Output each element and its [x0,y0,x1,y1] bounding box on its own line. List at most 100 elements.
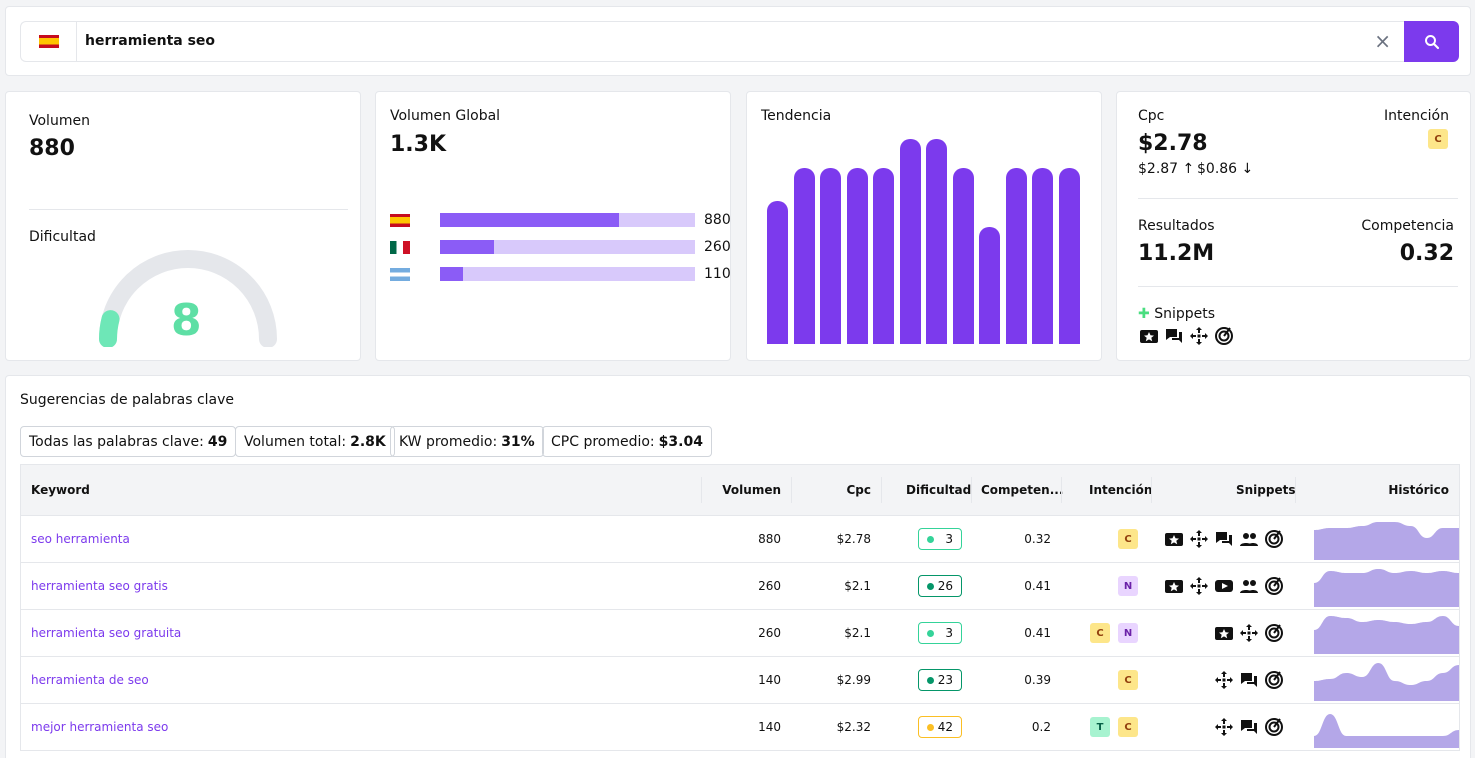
column-divider [791,477,792,503]
intent-badge: N [1118,623,1138,643]
column-cpc[interactable]: Cpc [846,483,871,497]
trend-bar [767,200,788,344]
radar-icon [1213,326,1234,346]
stat-pill-total-volume: Volumen total: 2.8K [235,426,395,457]
divider [29,209,348,210]
cpc-cell: $2.32 [836,720,871,734]
intent-label: Intención [1383,108,1449,124]
snippet-icons [1213,717,1284,737]
column-difficulty[interactable]: Dificultad [906,483,972,497]
keywords-table: Keyword Volumen Cpc Dificultad Competen.… [20,464,1460,751]
keyword-link[interactable]: herramienta de seo [31,673,149,687]
competition-cell: 0.41 [1024,579,1051,593]
trend-bar [846,167,868,344]
difficulty-gauge [98,250,277,347]
search-panel: herramienta seo × [5,6,1471,76]
reviews-icon [1138,326,1159,346]
chat-icon [1238,717,1259,737]
column-keyword[interactable]: Keyword [31,483,90,497]
column-history[interactable]: Histórico [1388,483,1449,497]
history-sparkline [1314,569,1459,607]
intent-badge: C [1428,129,1448,149]
volume-value: 880 [29,136,75,161]
volume-cell: 880 [758,532,781,546]
intent-badge: N [1118,576,1138,596]
column-volume[interactable]: Volumen [722,483,781,497]
cpc-cell: $2.1 [844,579,871,593]
column-divider [881,477,882,503]
column-divider [1061,477,1062,503]
cpc-value: $2.78 [1138,131,1208,156]
column-competition[interactable]: Competen... [981,483,1064,497]
divider [1138,198,1458,199]
search-icon [1424,34,1439,49]
global-volume-label: Volumen Global [390,108,501,124]
country-volume: 880 [704,212,731,228]
trend-bar [793,167,815,344]
sitelinks-icon [1238,623,1259,643]
intent-badge: C [1118,670,1138,690]
table-row: herramienta seo gratuita 260 $2.1 3 0.41… [21,610,1459,657]
column-intent[interactable]: Intención [1089,483,1153,497]
section-title: Sugerencias de palabras clave [20,392,235,408]
difficulty-dot [927,583,934,590]
difficulty-value: 8 [171,295,202,346]
puzzle-icon: ✚ [1138,306,1150,322]
difficulty-badge: 26 [918,575,962,597]
divider [1138,286,1458,287]
intent-badge: C [1118,529,1138,549]
trend-bar [820,167,841,344]
results-label: Resultados [1138,218,1215,234]
country-selector[interactable] [21,22,77,61]
search-input[interactable]: herramienta seo [85,33,216,49]
column-snippets[interactable]: Snippets [1236,483,1296,497]
keyword-link[interactable]: herramienta seo gratis [31,579,168,593]
video-icon [1213,576,1234,596]
difficulty-dot [927,630,934,637]
cpc-label: Cpc [1138,108,1165,124]
argentina-flag-icon [390,267,410,281]
intent-badges: N [1118,576,1138,596]
volume-cell: 140 [758,673,781,687]
sitelinks-icon [1213,717,1234,737]
trend-bar [926,139,947,344]
cpc-high: $2.87 ↑ [1138,161,1195,177]
stat-pill-cpc-average: CPC promedio: $3.04 [542,426,712,457]
country-bar-es: 880 [390,212,731,228]
trend-bar [1032,167,1053,344]
column-divider [971,477,972,503]
volume-cell: 140 [758,720,781,734]
snippet-icons [1138,326,1234,346]
radar-icon [1263,576,1284,596]
search-field[interactable]: herramienta seo × [20,21,1405,62]
difficulty-badge: 23 [918,669,962,691]
radar-icon [1263,670,1284,690]
snippet-icons [1163,529,1284,549]
intent-badge: C [1090,623,1110,643]
global-volume-value: 1.3K [390,132,447,157]
bar-fill [440,213,619,227]
search-button[interactable] [1404,21,1459,62]
volume-label: Volumen [29,113,90,129]
table-body: seo herramienta 880 $2.78 3 0.32 C herra… [21,516,1459,751]
results-value: 11.2M [1138,241,1215,266]
sitelinks-icon [1213,670,1234,690]
trend-bar [1058,167,1080,344]
keyword-link[interactable]: mejor herramienta seo [31,720,169,734]
keyword-link[interactable]: seo herramienta [31,532,130,546]
trend-card: Tendencia [746,91,1102,361]
intent-badges: C [1118,529,1138,549]
spain-flag-icon [390,213,410,227]
competition-value: 0.32 [1399,241,1454,266]
chat-icon [1213,529,1234,549]
radar-icon [1263,717,1284,737]
country-bar-ar: 110 [390,266,731,282]
cpc-cell: $2.99 [836,673,871,687]
volume-cell: 260 [758,579,781,593]
competition-label: Competencia [1361,218,1454,234]
clear-icon[interactable]: × [1374,29,1391,53]
keyword-link[interactable]: herramienta seo gratuita [31,626,182,640]
reviews-icon [1163,576,1184,596]
